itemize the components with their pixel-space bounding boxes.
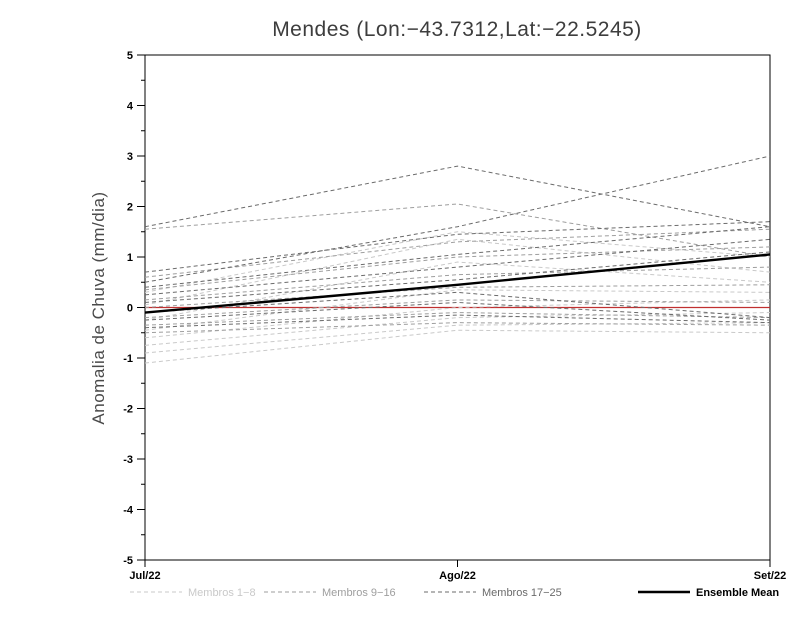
y-tick-label: -2 xyxy=(123,404,133,416)
ensemble-member-line xyxy=(144,322,771,334)
ensemble-member-line xyxy=(144,155,771,283)
legend-label-membros-9-16: Membros 9−16 xyxy=(322,587,396,599)
legend-label-ensemble-mean: Ensemble Mean xyxy=(696,587,779,599)
ensemble-member-line xyxy=(144,299,771,319)
ensemble-member-line xyxy=(144,289,771,331)
ensemble-member-line xyxy=(144,312,771,326)
y-tick-label: 1 xyxy=(127,252,133,264)
ensemble-member-line xyxy=(144,261,771,321)
ensemble-member-line xyxy=(144,231,771,293)
x-axis-ticks: Jul/22 Ago/22 Set/22 xyxy=(129,560,786,582)
ensemble-member-line xyxy=(144,226,771,288)
ensemble-mean-line xyxy=(144,253,771,314)
ensemble-member-line xyxy=(144,165,771,228)
y-tick-label: 0 xyxy=(127,303,133,315)
legend-item-membros-9-16: Membros 9−16 xyxy=(264,587,396,599)
legend-item-membros-1-8: Membros 1−8 xyxy=(130,587,256,599)
y-tick-label: 5 xyxy=(127,50,133,62)
ensemble-member-line xyxy=(144,322,771,354)
y-tick-label: -4 xyxy=(123,505,134,517)
legend-item-membros-17-25: Membros 17−25 xyxy=(424,587,562,599)
ensemble-member-line xyxy=(144,228,771,278)
ensemble-member-line xyxy=(144,238,771,306)
y-tick-label: 3 xyxy=(127,151,133,163)
ensemble-member-line xyxy=(144,301,771,321)
chart-title: Mendes (Lon:−43.7312,Lat:−22.5245) xyxy=(272,18,642,41)
legend-item-ensemble-mean: Ensemble Mean xyxy=(638,587,779,599)
y-tick-label: -3 xyxy=(123,454,133,466)
ensemble-member-line xyxy=(144,314,771,329)
y-axis-ticks: -5 -4 -3 -2 -1 0 1 2 3 4 5 xyxy=(123,50,145,567)
legend-label-membros-1-8: Membros 1−8 xyxy=(188,587,256,599)
ensemble-member-line xyxy=(144,284,771,308)
y-tick-label: -1 xyxy=(123,353,133,365)
legend: Membros 1−8 Membros 9−16 Membros 17−25 E… xyxy=(130,587,779,599)
y-tick-label: 4 xyxy=(127,101,134,113)
ensemble-member-line xyxy=(144,238,771,296)
ensemble-member-line xyxy=(144,329,771,364)
y-tick-label: 2 xyxy=(127,202,133,214)
x-tick-label: Ago/22 xyxy=(439,570,476,582)
y-axis-label: Anomalia de Chuva (mm/dia) xyxy=(89,191,108,424)
ensemble-mean-line-group xyxy=(144,253,771,314)
x-tick-label: Jul/22 xyxy=(129,570,160,582)
y-tick-label: -5 xyxy=(123,555,133,567)
x-tick-label: Set/22 xyxy=(754,570,786,582)
ensemble-member-line xyxy=(144,246,771,291)
legend-label-membros-17-25: Membros 17−25 xyxy=(482,587,562,599)
ensemble-member-line xyxy=(144,203,771,258)
ensemble-member-lines xyxy=(144,155,771,364)
ensemble-member-line xyxy=(144,266,771,301)
